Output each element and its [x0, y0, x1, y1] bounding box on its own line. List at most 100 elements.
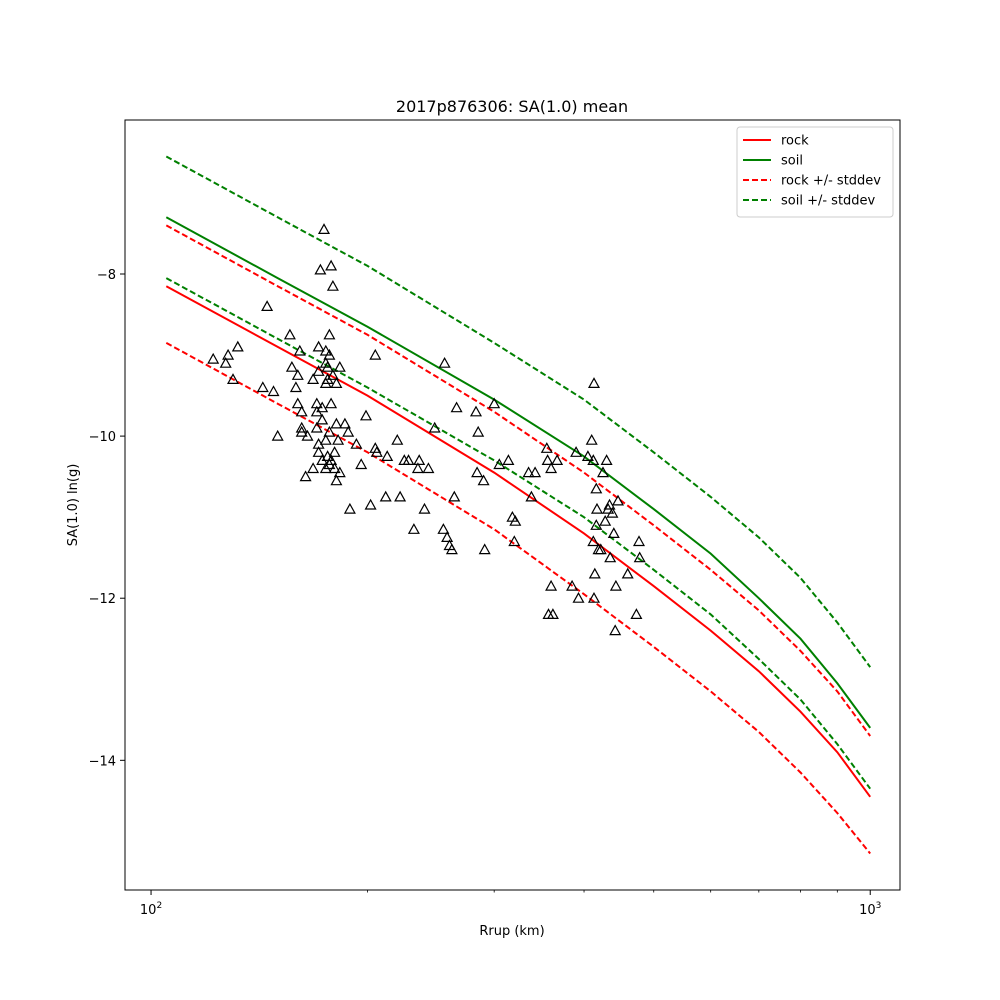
x-tick-label: 103 [859, 901, 881, 918]
observation-point [291, 397, 304, 409]
observation-point [321, 360, 334, 372]
observation-point [307, 373, 320, 384]
observation-point [540, 442, 553, 453]
observation-point [570, 446, 583, 457]
observation-point [256, 381, 269, 393]
observation-point [285, 360, 298, 372]
legend-label: rock +/- stddev [781, 174, 881, 189]
observation-point [307, 462, 320, 474]
observation-point [600, 454, 613, 465]
observation-point [219, 356, 232, 368]
observation-point [508, 535, 521, 547]
series-layer [165, 155, 872, 855]
series-line-0 [165, 285, 872, 798]
plot-area [165, 155, 872, 855]
observation-point [428, 421, 441, 433]
observation-point [323, 425, 336, 437]
observation-point [333, 466, 346, 478]
observation-point [293, 344, 306, 356]
observation-point [330, 417, 343, 429]
observation-point [546, 608, 559, 620]
observation-point [572, 591, 585, 603]
x-axis-label: Rrup (km) [479, 924, 544, 939]
observation-point [551, 454, 564, 465]
legend-frame [736, 126, 894, 218]
observation-point [607, 527, 620, 539]
y-tick-label: −10 [89, 430, 116, 445]
observation-point [469, 405, 483, 417]
observation-point [364, 498, 377, 510]
observation-point [267, 385, 280, 397]
observation-point [509, 514, 522, 526]
observation-point [338, 417, 351, 429]
y-tick-label: −12 [89, 592, 116, 607]
observation-point [283, 328, 296, 340]
observation-point [295, 421, 308, 433]
observation-point [488, 397, 501, 409]
observation-point [448, 490, 461, 502]
observation-point [545, 579, 558, 591]
observation-point [411, 462, 424, 474]
observation-point [587, 591, 601, 603]
observation-point [312, 340, 325, 352]
observation-point [291, 369, 304, 380]
y-axis: −14 −12 −10 −8 [89, 268, 125, 769]
observation-point [402, 454, 415, 465]
observation-point [502, 454, 515, 465]
observation-point [493, 458, 506, 470]
observation-point [541, 454, 554, 465]
observation-point [438, 356, 451, 368]
legend-label: soil +/- stddev [781, 194, 876, 209]
observation-point [630, 608, 643, 620]
x-tick-label: 102 [140, 901, 162, 918]
observation-point [317, 223, 331, 234]
observation-point [350, 437, 363, 449]
observation-point [472, 425, 485, 437]
observation-point [355, 458, 368, 470]
legend: rock soil rock +/- stddev soil +/- stddev [736, 126, 894, 218]
observation-point [588, 567, 601, 579]
observation-point [609, 624, 622, 636]
observation-point [587, 454, 600, 465]
observation-point [316, 413, 329, 425]
observation-point [328, 446, 341, 457]
x-axis: 102 103 [140, 890, 881, 918]
observation-point [316, 401, 329, 413]
observation-point [590, 519, 603, 530]
observation-point [621, 567, 634, 579]
observation-point [231, 340, 244, 352]
series-line-2 [165, 224, 872, 737]
observation-point [271, 429, 284, 441]
series-line-4 [165, 155, 872, 668]
observation-point [471, 466, 484, 478]
observation-point [261, 300, 274, 311]
observation-point [407, 523, 420, 534]
y-tick-label: −8 [97, 268, 116, 283]
observation-point [333, 360, 346, 372]
observation-point [587, 535, 600, 547]
observation-point [413, 454, 426, 465]
observation-point [222, 348, 235, 360]
observation-point [289, 381, 302, 393]
observation-point [590, 482, 603, 494]
observation-point [587, 377, 601, 388]
observation-point [581, 450, 594, 461]
observation-point [604, 551, 617, 563]
observation-point [450, 401, 463, 413]
observation-point [381, 450, 394, 461]
observation-point [394, 490, 407, 502]
series-line-5 [165, 277, 872, 790]
observation-point [418, 502, 431, 514]
observation-point [323, 328, 336, 340]
observation-point [477, 474, 490, 486]
observation-point [370, 446, 383, 457]
observation-point [445, 543, 458, 555]
observation-point [545, 462, 558, 474]
observation-point [325, 397, 338, 409]
observation-point [328, 462, 341, 474]
observation-points [207, 223, 646, 636]
series-line-3 [165, 342, 871, 855]
observation-point [330, 377, 343, 388]
observation-point [301, 429, 314, 441]
observation-point [369, 442, 382, 453]
